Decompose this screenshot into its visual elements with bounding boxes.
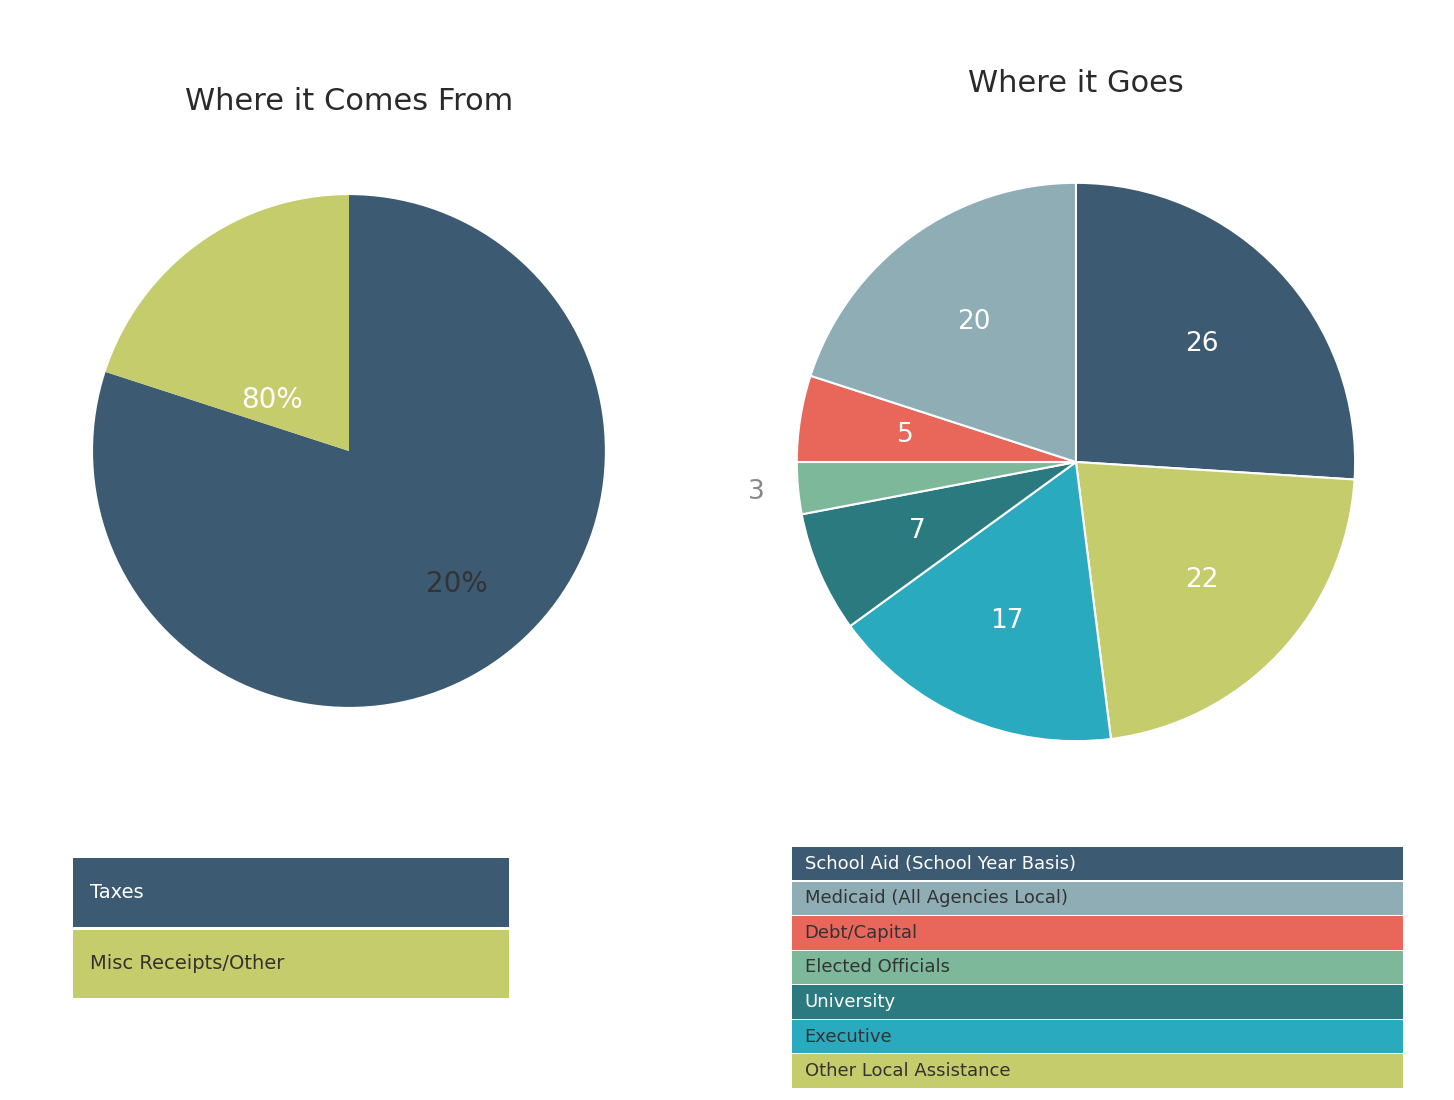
- Text: Taxes: Taxes: [90, 883, 144, 902]
- Text: Other Local Assistance: Other Local Assistance: [804, 1063, 1011, 1080]
- Bar: [73, 858, 509, 926]
- Text: 3: 3: [747, 480, 765, 505]
- Wedge shape: [797, 462, 1076, 515]
- Text: Medicaid (All Agencies Local): Medicaid (All Agencies Local): [804, 889, 1067, 908]
- Bar: [792, 950, 1403, 984]
- Text: 17: 17: [990, 608, 1024, 634]
- Text: University: University: [804, 993, 896, 1011]
- Text: Elected Officials: Elected Officials: [804, 958, 949, 977]
- Bar: [73, 930, 509, 998]
- Text: Debt/Capital: Debt/Capital: [804, 924, 917, 942]
- Title: Where it Comes From: Where it Comes From: [185, 87, 513, 117]
- Text: Misc Receipts/Other: Misc Receipts/Other: [90, 955, 285, 974]
- Wedge shape: [797, 376, 1076, 462]
- Text: Executive: Executive: [804, 1027, 893, 1045]
- Wedge shape: [1076, 462, 1355, 739]
- Wedge shape: [851, 462, 1111, 741]
- Text: 80%: 80%: [241, 386, 302, 414]
- Text: 20%: 20%: [426, 570, 487, 598]
- Text: 7: 7: [909, 518, 926, 543]
- Title: Where it Goes: Where it Goes: [968, 69, 1184, 98]
- Text: 20: 20: [958, 309, 992, 336]
- Bar: [792, 1020, 1403, 1053]
- Text: School Aid (School Year Basis): School Aid (School Year Basis): [804, 855, 1076, 872]
- Wedge shape: [801, 462, 1076, 626]
- Bar: [792, 881, 1403, 915]
- Wedge shape: [93, 195, 605, 707]
- Bar: [792, 1055, 1403, 1088]
- Bar: [792, 916, 1403, 949]
- Text: 22: 22: [1185, 568, 1218, 594]
- Text: 26: 26: [1185, 330, 1218, 356]
- Wedge shape: [810, 183, 1076, 462]
- Text: 5: 5: [897, 422, 913, 448]
- Bar: [792, 986, 1403, 1019]
- Wedge shape: [1076, 183, 1355, 480]
- Wedge shape: [106, 195, 349, 451]
- Bar: [792, 847, 1403, 880]
